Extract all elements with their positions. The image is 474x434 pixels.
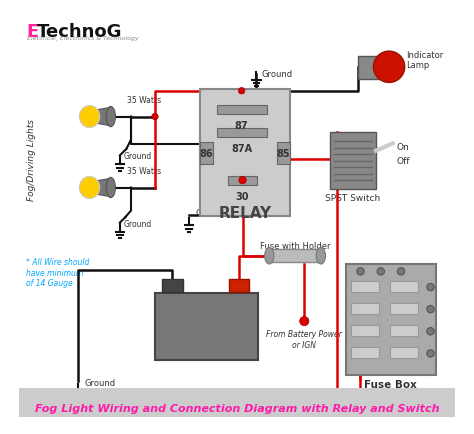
Ellipse shape xyxy=(80,105,100,128)
Text: Ground: Ground xyxy=(124,220,152,229)
Text: Indicator
Lamp: Indicator Lamp xyxy=(406,51,443,70)
Bar xyxy=(217,128,267,137)
Text: Off: Off xyxy=(396,157,410,166)
Text: 35 Watts: 35 Watts xyxy=(128,167,162,176)
Bar xyxy=(346,264,436,375)
Polygon shape xyxy=(90,178,111,197)
Circle shape xyxy=(357,268,364,275)
Text: Electrical, Electronics & Technology: Electrical, Electronics & Technology xyxy=(27,36,138,41)
Text: 85: 85 xyxy=(276,149,290,159)
Text: RELAY: RELAY xyxy=(218,206,272,221)
Circle shape xyxy=(377,268,384,275)
Circle shape xyxy=(427,350,434,357)
Bar xyxy=(229,279,249,292)
Text: Fog Light Wiring and Connection Diagram with Relay and Switch: Fog Light Wiring and Connection Diagram … xyxy=(35,404,439,414)
Text: Ground: Ground xyxy=(262,69,293,79)
Polygon shape xyxy=(90,107,111,126)
Text: Fuse Box: Fuse Box xyxy=(365,380,417,390)
Text: WWW.ETechnoG.COM: WWW.ETechnoG.COM xyxy=(362,326,420,331)
Ellipse shape xyxy=(106,178,115,197)
Text: TechnoG: TechnoG xyxy=(37,23,122,40)
Text: 87A: 87A xyxy=(231,144,252,154)
Text: WWW.ETechnoG.COM: WWW.ETechnoG.COM xyxy=(177,311,236,316)
Text: Fog/Driving Lights: Fog/Driving Lights xyxy=(27,119,36,201)
Circle shape xyxy=(239,177,246,184)
Bar xyxy=(217,105,267,114)
Text: Ground: Ground xyxy=(85,379,116,388)
Text: * All Wire should
have minimum
of 14 Gauge: * All Wire should have minimum of 14 Gau… xyxy=(26,259,89,288)
Circle shape xyxy=(397,268,405,275)
Bar xyxy=(155,293,258,360)
Bar xyxy=(351,325,379,336)
Bar xyxy=(351,281,379,292)
Bar xyxy=(390,347,418,358)
Bar xyxy=(200,142,213,164)
Bar xyxy=(351,302,379,314)
Text: 35 Watts: 35 Watts xyxy=(128,96,162,105)
Circle shape xyxy=(238,88,245,94)
Text: Battery: Battery xyxy=(180,320,233,333)
Circle shape xyxy=(427,283,434,291)
Ellipse shape xyxy=(106,106,115,127)
Text: E: E xyxy=(26,23,38,40)
Circle shape xyxy=(152,113,158,120)
Bar xyxy=(390,325,418,336)
Text: WWW.ETechnoG.COM: WWW.ETechnoG.COM xyxy=(177,341,236,346)
Text: SPST Switch: SPST Switch xyxy=(326,194,381,203)
Bar xyxy=(163,279,182,292)
Bar xyxy=(358,56,383,79)
Text: Ground: Ground xyxy=(196,209,227,218)
Bar xyxy=(200,89,290,216)
Text: 30: 30 xyxy=(236,192,249,202)
Ellipse shape xyxy=(80,177,100,199)
Bar xyxy=(277,142,290,164)
Ellipse shape xyxy=(264,247,274,264)
Text: Ground: Ground xyxy=(124,151,152,161)
Text: 87: 87 xyxy=(235,121,248,131)
Bar xyxy=(390,281,418,292)
Bar xyxy=(269,249,321,262)
Circle shape xyxy=(300,316,309,326)
Text: Fuse with Holder: Fuse with Holder xyxy=(260,242,330,251)
Circle shape xyxy=(427,306,434,313)
Bar xyxy=(18,388,456,417)
Text: 86: 86 xyxy=(200,149,213,159)
Bar xyxy=(351,347,379,358)
Ellipse shape xyxy=(316,247,326,264)
Bar xyxy=(330,132,376,189)
Ellipse shape xyxy=(374,51,405,82)
Bar xyxy=(228,175,257,185)
Bar xyxy=(390,302,418,314)
Text: On: On xyxy=(396,143,409,152)
Circle shape xyxy=(427,328,434,335)
Text: From Battery Power
or IGN: From Battery Power or IGN xyxy=(266,330,342,350)
